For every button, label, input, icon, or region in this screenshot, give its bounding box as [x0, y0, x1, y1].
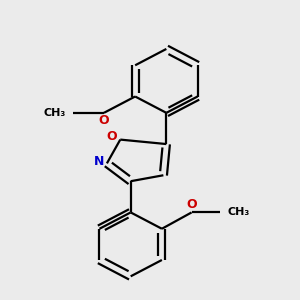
- Text: O: O: [99, 114, 109, 127]
- Text: CH₃: CH₃: [227, 207, 250, 218]
- Text: O: O: [186, 199, 197, 212]
- Text: CH₃: CH₃: [43, 108, 65, 118]
- Text: O: O: [106, 130, 117, 143]
- Text: N: N: [94, 155, 105, 168]
